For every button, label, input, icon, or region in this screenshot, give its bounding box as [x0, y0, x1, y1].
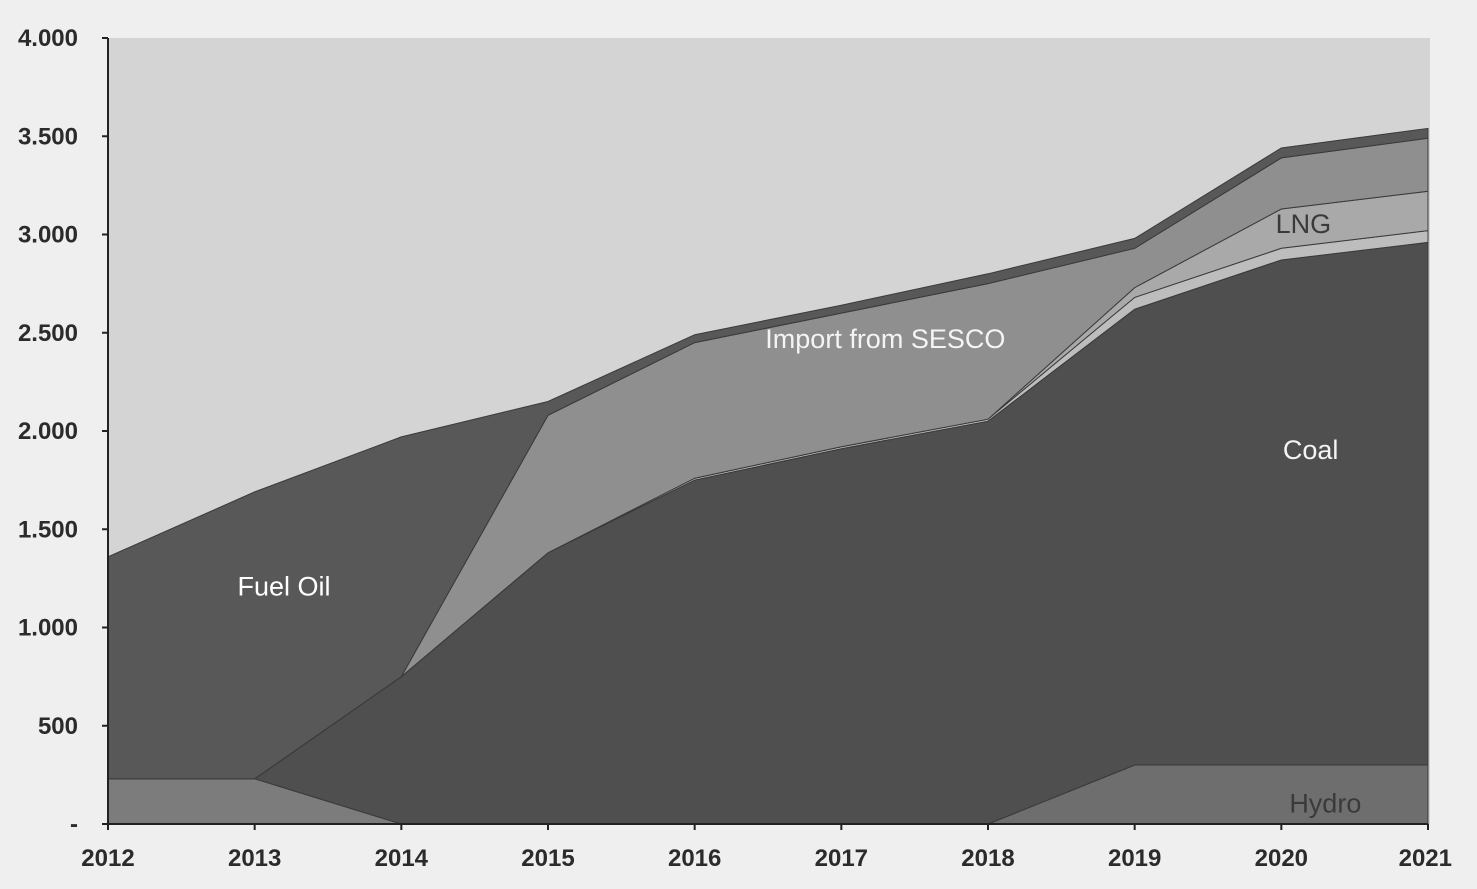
y-tick-label: 1.000	[18, 615, 78, 642]
x-tick-label: 2014	[375, 845, 429, 872]
x-tick-label: 2018	[961, 845, 1014, 872]
x-tick-label: 2015	[521, 845, 574, 872]
series-label-import-from-sesco: Import from SESCO	[765, 324, 1005, 354]
area-fuel-oil	[107, 127, 1429, 780]
x-tick-label: 2013	[228, 845, 281, 872]
series-label-fuel-oil: Fuel Oil	[237, 571, 330, 601]
y-tick-label: 1.500	[18, 516, 78, 543]
x-tick-label: 2012	[81, 845, 134, 872]
x-tick-label: 2021	[1399, 845, 1452, 872]
series-label-coal: Coal	[1283, 435, 1339, 465]
x-tick-label: 2019	[1108, 845, 1161, 872]
x-tick-label: 2020	[1255, 845, 1308, 872]
series-label-hydro: Hydro	[1289, 788, 1361, 818]
x-tick-label: 2017	[815, 845, 868, 872]
area-series-group	[107, 127, 1429, 825]
y-tick-label: 500	[38, 713, 78, 740]
series-labels-group: Hydro Coal LNG Import from SESCO Fuel Oil	[237, 209, 1361, 818]
y-tick-label: -	[70, 811, 78, 838]
series-label-lng: LNG	[1276, 209, 1332, 239]
y-tick-label: 2.000	[18, 418, 78, 445]
y-tick-label: 4.000	[18, 25, 78, 52]
y-tick-label: 3.500	[18, 123, 78, 150]
y-tick-label: 2.500	[18, 320, 78, 347]
y-tick-label: 3.000	[18, 222, 78, 249]
axes-group: - 500 1.000 1.500 2.000 2.500 3.000 3.500 4.000 2…	[18, 25, 1452, 872]
x-tick-label: 2016	[668, 845, 721, 872]
